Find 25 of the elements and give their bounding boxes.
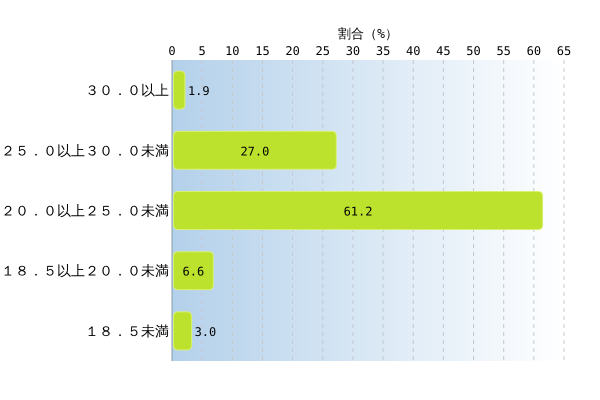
data-label: 27.0	[240, 144, 270, 158]
data-label: 1.9	[188, 84, 210, 98]
x-tick-label: 15	[255, 44, 270, 58]
data-label: 3.0	[194, 324, 216, 339]
x-tick-label: 60	[526, 44, 542, 58]
data-label: 6.6	[182, 264, 204, 279]
x-tick-label: 55	[496, 44, 511, 58]
x-axis-title: 割合（%）	[338, 27, 398, 42]
y-tick-label: ２０．０以上２５．０未満	[1, 204, 169, 220]
x-tick-label: 50	[466, 44, 481, 58]
y-tick-label: ３０．０以上	[85, 83, 169, 100]
x-tick-label: 40	[406, 44, 420, 58]
x-tick-label: 20	[285, 44, 300, 58]
y-tick-label: １８．５未満	[85, 324, 169, 340]
x-tick-label: 65	[556, 44, 572, 58]
x-tick-label: 25	[316, 44, 330, 58]
x-tick-label: 35	[376, 44, 390, 58]
x-tick-label: 10	[225, 44, 240, 58]
x-tick-label: 30	[346, 44, 360, 58]
data-label: 61.2	[344, 204, 372, 218]
x-tick-label: 5	[198, 44, 206, 58]
y-tick-label: １８．５以上２０．０未満	[1, 264, 169, 280]
y-tick-label: ２５．０以上３０．０未満	[1, 143, 169, 160]
x-tick-label: 0	[168, 44, 176, 58]
x-tick-label: 45	[436, 44, 451, 58]
